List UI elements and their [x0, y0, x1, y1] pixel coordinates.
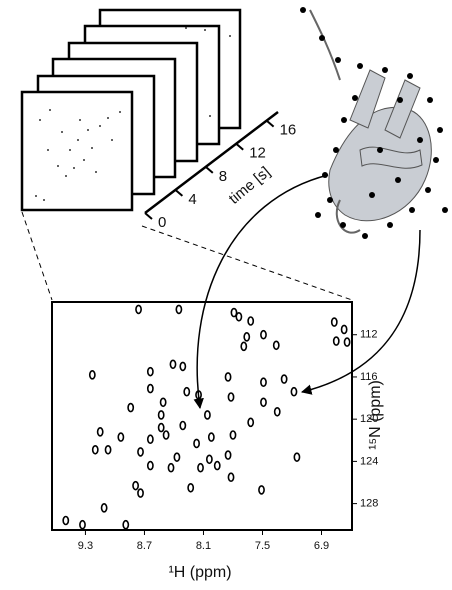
- peak: [343, 337, 351, 347]
- time-tick: [235, 142, 244, 151]
- peak: [88, 370, 96, 380]
- time-tick-label: 8: [219, 168, 227, 185]
- peak: [187, 482, 195, 493]
- peak: [240, 341, 248, 352]
- peak: [332, 336, 340, 346]
- y-tick-label: 128: [360, 498, 378, 510]
- peak: [290, 386, 298, 397]
- peak: [127, 402, 135, 413]
- peak: [193, 438, 200, 449]
- x-tick-label: 7.5: [255, 540, 270, 552]
- time-tick-label: 16: [280, 122, 297, 139]
- peak: [247, 417, 255, 428]
- peak: [273, 406, 281, 417]
- peak: [146, 460, 154, 471]
- time-tick: [144, 212, 153, 220]
- time-tick-label: 4: [188, 191, 196, 208]
- peak: [260, 377, 267, 388]
- peak: [100, 503, 108, 513]
- peak: [157, 422, 165, 433]
- peak: [157, 410, 165, 420]
- peak: [227, 472, 235, 483]
- peak: [224, 450, 232, 460]
- peak: [146, 434, 154, 445]
- peak: [135, 304, 142, 315]
- spectrum-stack: [20, 8, 242, 212]
- peak: [260, 329, 267, 340]
- peak: [169, 359, 177, 370]
- connectors: [21, 174, 421, 410]
- peak: [91, 444, 99, 455]
- peak: [207, 432, 215, 442]
- x-tick-label: 6.9: [314, 540, 329, 552]
- peak: [162, 430, 170, 440]
- plot-frame: [51, 301, 353, 531]
- y-tick-label: 120: [360, 413, 378, 425]
- time-axis: 0 4 8 12 16: [144, 111, 297, 231]
- peak: [167, 462, 175, 473]
- peak: [243, 332, 251, 342]
- peak: [146, 383, 154, 394]
- peak: [137, 447, 144, 457]
- peak: [213, 460, 221, 471]
- peak: [132, 480, 140, 491]
- x-tick-label: 8.7: [137, 540, 152, 552]
- x-axis-label: ¹H (ppm): [168, 564, 231, 581]
- peak: [272, 340, 280, 351]
- peak: [293, 452, 301, 462]
- peak: [173, 452, 181, 462]
- peak: [205, 454, 213, 465]
- peak: [183, 386, 191, 397]
- front-spectrum-peaks: [35, 27, 231, 201]
- y-axis-label: ¹⁵N (ppm): [367, 380, 384, 450]
- peak: [260, 397, 267, 408]
- peak: [224, 372, 232, 382]
- peak: [195, 390, 202, 400]
- peak: [117, 432, 125, 442]
- peak: [340, 324, 348, 335]
- peak: [62, 515, 70, 526]
- y-tick-label: 116: [360, 371, 378, 383]
- peak: [229, 430, 237, 440]
- peak: [104, 444, 112, 455]
- peak: [235, 311, 243, 322]
- peak: [204, 410, 211, 420]
- time-tick: [174, 189, 184, 197]
- time-tick: [265, 119, 275, 128]
- x-tick-label: 8.1: [196, 540, 211, 552]
- peak: [79, 519, 86, 530]
- peak: [197, 462, 204, 473]
- peak: [247, 316, 255, 326]
- peak: [330, 317, 338, 327]
- time-tick-label: 12: [249, 145, 266, 162]
- peak: [230, 307, 238, 318]
- peak: [146, 366, 154, 377]
- y-tick-label: 124: [360, 455, 378, 467]
- y-tick-label: 112: [360, 329, 378, 341]
- peak: [280, 374, 288, 384]
- peak: [137, 488, 144, 498]
- peak: [96, 427, 104, 437]
- time-tick: [205, 166, 214, 174]
- peak: [258, 485, 265, 495]
- time-axis-label: time [s]: [226, 164, 274, 208]
- peak: [175, 304, 183, 315]
- time-tick-label: 0: [158, 214, 166, 231]
- peak: [227, 392, 235, 402]
- peak: [122, 519, 130, 530]
- peak: [159, 397, 167, 408]
- protein-structure: [300, 7, 448, 239]
- peak: [179, 420, 187, 431]
- peak: [179, 361, 187, 372]
- x-tick-label: 9.3: [78, 540, 93, 552]
